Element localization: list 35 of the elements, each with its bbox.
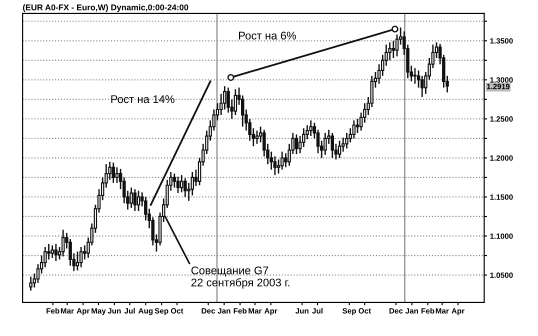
candlestick: [309, 120, 312, 137]
candlestick: [255, 130, 259, 145]
candlestick: [176, 176, 180, 194]
candlestick: [413, 67, 417, 84]
candlestick: [234, 88, 238, 116]
candlestick: [47, 243, 50, 260]
candlestick: [392, 40, 396, 59]
candlestick: [29, 276, 32, 292]
candlestick: [356, 118, 360, 134]
chart-title: (EUR A0-FX - Euro,W) Dynamic,0:00-24:00: [23, 4, 188, 12]
candlestick: [352, 120, 356, 140]
candlestick: [273, 156, 277, 176]
candlestick: [50, 244, 54, 259]
candlestick: [338, 140, 342, 159]
candlestick: [330, 132, 334, 159]
annotation: Рост на 14%: [111, 95, 174, 104]
candlestick: [112, 162, 116, 184]
annotation: Рост на 6%: [239, 32, 296, 40]
candlestick: [115, 166, 119, 184]
annotation: Совещание G7 22 сентября 2003 г.: [191, 266, 290, 289]
candlestick: [284, 152, 288, 168]
candlestick: [136, 190, 140, 212]
candlestick: [345, 132, 348, 150]
candlestick: [180, 174, 184, 193]
candlestick: [54, 243, 58, 262]
candlestick: [184, 178, 187, 198]
candlestick: [280, 150, 284, 170]
candlestick: [324, 132, 327, 156]
candlestick: [130, 186, 133, 209]
candlestick: [133, 188, 137, 212]
candlestick: [61, 229, 65, 258]
candlestick: [83, 244, 86, 260]
candlestick: [76, 250, 80, 272]
candlestick: [79, 246, 83, 268]
candlestick: [294, 134, 298, 155]
